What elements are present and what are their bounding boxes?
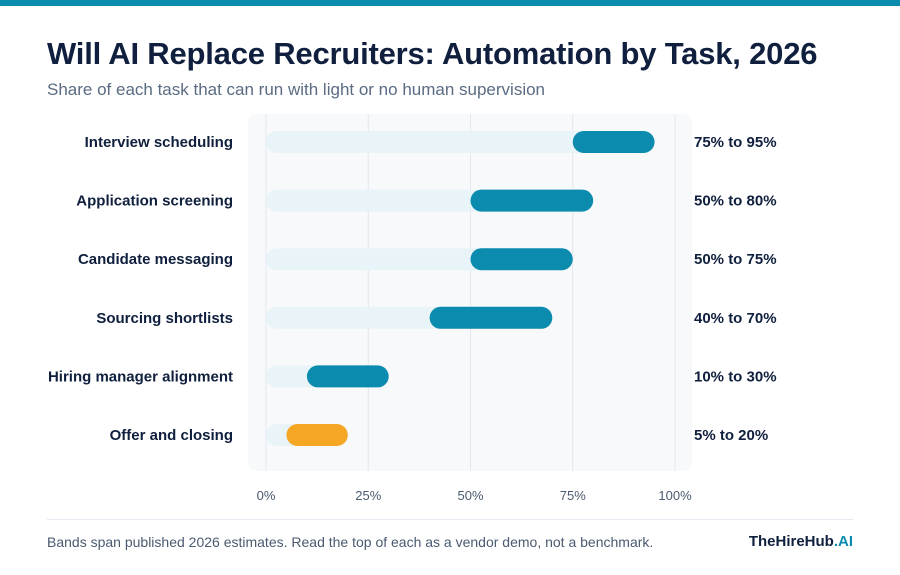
footnote: Bands span published 2026 estimates. Rea…	[47, 534, 654, 550]
brand-logo: TheHireHub.AI	[749, 533, 853, 550]
bar-track	[266, 131, 655, 153]
category-label: Application screening	[76, 193, 233, 210]
x-tick-label: 0%	[257, 488, 276, 503]
range-bar-chart: 0% 25% 50% 75% 100% Interview scheduling 75% t…	[48, 114, 777, 503]
category-label: Candidate messaging	[78, 251, 233, 268]
x-tick-label: 100%	[658, 488, 692, 503]
x-tick-label: 25%	[355, 488, 381, 503]
category-label: Interview scheduling	[85, 134, 233, 151]
range-value-label: 40% to 70%	[694, 310, 777, 327]
range-value-label: 50% to 80%	[694, 193, 777, 210]
category-label: Sourcing shortlists	[96, 310, 233, 327]
range-band	[572, 131, 655, 153]
category-label: Offer and closing	[110, 427, 233, 444]
range-value-label: 10% to 30%	[694, 368, 777, 385]
range-value-label: 50% to 75%	[694, 251, 777, 268]
chart-title: Will AI Replace Recruiters: Automation b…	[47, 36, 818, 71]
footer-divider	[47, 519, 853, 520]
range-band	[429, 306, 553, 329]
x-tick-label: 75%	[560, 488, 586, 503]
range-value-label: 75% to 95%	[694, 134, 777, 151]
top-accent-bar	[0, 0, 900, 6]
range-band	[470, 248, 573, 271]
brand-name: TheHireHub	[748, 533, 834, 550]
x-tick-label: 50%	[457, 488, 483, 503]
range-value-label: 5% to 20%	[694, 427, 768, 444]
range-band	[470, 189, 594, 212]
brand-suffix: .AI	[833, 533, 853, 550]
chart-subtitle: Share of each task that can run with lig…	[47, 80, 546, 99]
range-band	[286, 424, 348, 446]
range-band	[306, 365, 389, 388]
category-label: Hiring manager alignment	[48, 368, 233, 385]
